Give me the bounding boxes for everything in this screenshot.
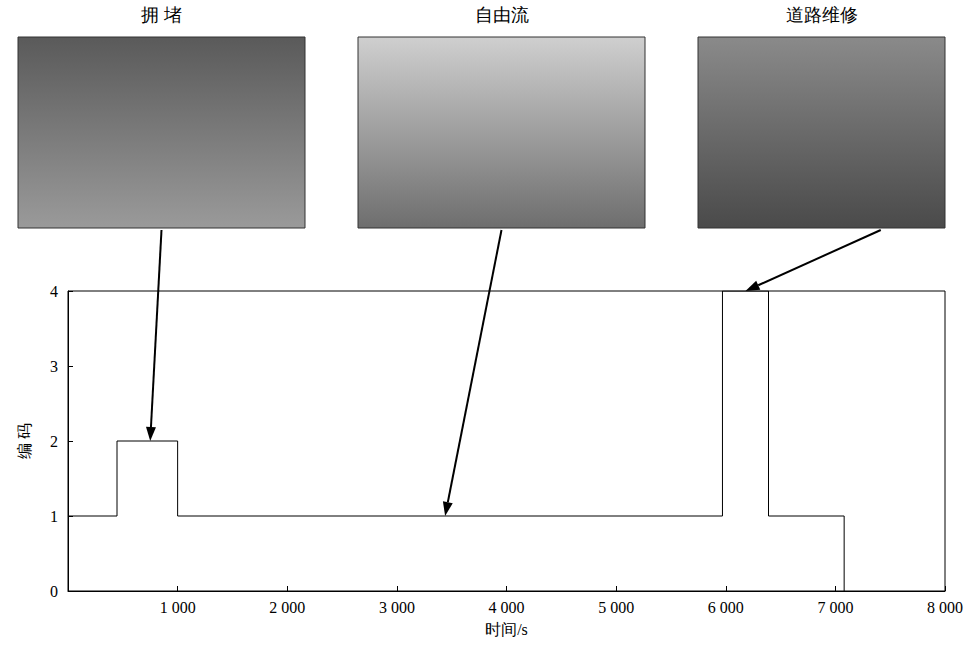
svg-text:2: 2: [50, 433, 58, 450]
svg-text:3: 3: [50, 358, 58, 375]
svg-text:拥 堵: 拥 堵: [141, 5, 182, 25]
svg-text:2 000: 2 000: [269, 599, 305, 616]
svg-text:8 000: 8 000: [927, 599, 963, 616]
svg-text:7 000: 7 000: [817, 599, 853, 616]
svg-text:4 000: 4 000: [489, 599, 525, 616]
svg-text:自由流: 自由流: [475, 5, 529, 25]
svg-text:1 000: 1 000: [160, 599, 196, 616]
svg-text:道路维修: 道路维修: [786, 5, 858, 25]
svg-text:4: 4: [50, 283, 58, 300]
svg-text:3 000: 3 000: [379, 599, 415, 616]
svg-text:5 000: 5 000: [598, 599, 634, 616]
svg-text:0: 0: [50, 583, 58, 600]
svg-text:编 码: 编 码: [16, 423, 33, 459]
svg-text:时间/s: 时间/s: [485, 621, 528, 638]
svg-text:6 000: 6 000: [708, 599, 744, 616]
svg-text:1: 1: [50, 508, 58, 525]
